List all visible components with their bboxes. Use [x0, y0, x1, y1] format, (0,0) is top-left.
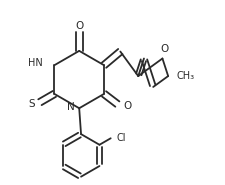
Text: O: O	[75, 21, 83, 31]
Text: N: N	[67, 102, 74, 112]
Text: S: S	[28, 99, 35, 109]
Text: HN: HN	[28, 58, 42, 68]
Text: CH₃: CH₃	[176, 71, 195, 81]
Text: O: O	[123, 101, 131, 111]
Text: O: O	[161, 44, 169, 54]
Text: Cl: Cl	[116, 133, 126, 143]
